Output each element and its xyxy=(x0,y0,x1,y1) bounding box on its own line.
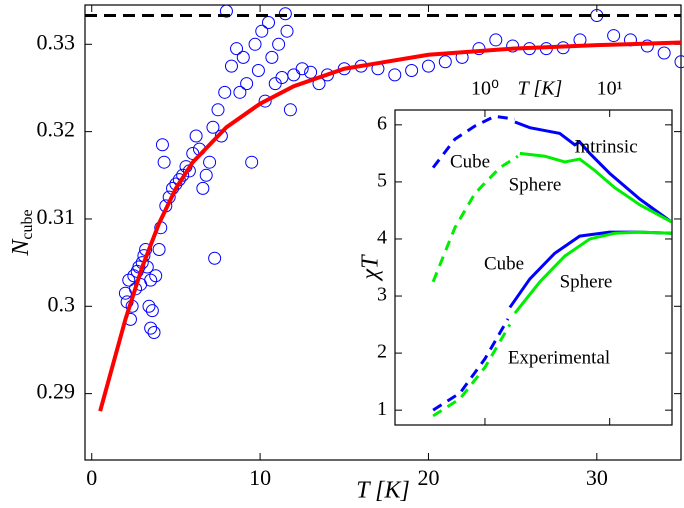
scatter-point xyxy=(152,243,166,257)
scatter-point xyxy=(155,138,169,152)
inset-line xyxy=(431,154,519,283)
scatter-point xyxy=(472,42,486,56)
scatter-point xyxy=(145,304,159,318)
scatter-point xyxy=(203,155,217,169)
scatter-point xyxy=(506,39,520,53)
inset-annotation: Intrinsic xyxy=(574,136,637,157)
scatter-point xyxy=(240,77,254,91)
inset-frame xyxy=(394,109,673,426)
scatter-point xyxy=(196,181,210,195)
scatter-point xyxy=(149,269,163,283)
x-tick-label: 10 xyxy=(249,465,271,490)
scatter-point xyxy=(640,39,654,53)
inset-y-tick-label: 1 xyxy=(377,398,387,420)
y-tick-label: 0.3 xyxy=(48,291,76,316)
inset-y-tick-label: 4 xyxy=(377,227,387,249)
scatter-point xyxy=(258,94,272,108)
inset-x-tick-label: 10¹ xyxy=(597,78,623,100)
scatter-point xyxy=(211,103,225,117)
inset-line xyxy=(513,230,672,315)
scatter-point xyxy=(219,4,233,18)
y-tick-label: 0.31 xyxy=(37,204,76,229)
scatter-point xyxy=(157,155,171,169)
inset-line xyxy=(519,151,673,224)
y-tick-label: 0.32 xyxy=(37,117,76,142)
fit-curve xyxy=(98,40,682,412)
scatter-point xyxy=(607,29,621,43)
scatter-point xyxy=(199,168,213,182)
scatter-point xyxy=(206,120,220,134)
x-tick-label: 30 xyxy=(586,465,608,490)
scatter-point xyxy=(230,42,244,56)
inset-y-tick-label: 3 xyxy=(377,284,387,306)
scatter-point xyxy=(657,46,671,60)
y-axis-label-main: N xyxy=(8,238,34,257)
scatter-point xyxy=(283,103,297,117)
scatter-point xyxy=(251,63,265,77)
inset-annotation: Experimental xyxy=(508,347,610,368)
y-axis-label-sub: cube xyxy=(19,209,36,239)
scatter-point xyxy=(122,273,136,287)
x-axis-label: T [K] xyxy=(356,478,410,504)
scatter-point xyxy=(674,55,684,69)
x-tick-label: 20 xyxy=(417,465,439,490)
inset-line xyxy=(432,318,510,412)
scatter-point xyxy=(233,85,247,99)
scatter-point xyxy=(147,325,161,339)
inset-y-tick-label: 5 xyxy=(377,169,387,191)
scatter-point xyxy=(218,85,232,99)
scatter-point xyxy=(265,50,279,64)
scatter-point xyxy=(245,155,259,169)
plot-frame xyxy=(84,4,682,461)
scatter-point xyxy=(255,24,269,38)
inset-annotation: Cube xyxy=(450,151,490,172)
scatter-point xyxy=(405,63,419,77)
scatter-point xyxy=(287,68,301,82)
y-tick-label: 0.33 xyxy=(37,29,76,54)
inset-line xyxy=(514,120,673,224)
y-axis-label: Ncube xyxy=(8,209,36,256)
scatter-point xyxy=(295,62,309,76)
scatter-point xyxy=(438,55,452,69)
inset-annotation: Sphere xyxy=(560,271,613,292)
scatter-point xyxy=(262,15,276,29)
inset-line xyxy=(431,114,516,169)
scatter-point xyxy=(208,251,222,265)
scatter-point xyxy=(224,59,238,73)
inset-annotation: Sphere xyxy=(509,174,562,195)
x-tick-label: 0 xyxy=(86,465,97,490)
scatter-point xyxy=(144,321,158,335)
scatter-point xyxy=(304,65,318,79)
scatter-point xyxy=(236,50,250,64)
inset-annotation: Cube xyxy=(484,253,524,274)
scatter-point xyxy=(278,7,292,21)
inset-y-tick-label: 6 xyxy=(377,112,387,134)
inset-x-axis-label: T [K] xyxy=(518,78,563,100)
y-tick-label: 0.29 xyxy=(37,379,76,404)
inset-line xyxy=(432,323,512,418)
scatter-point xyxy=(144,273,158,287)
scatter-point xyxy=(388,68,402,82)
inset-y-tick-label: 2 xyxy=(377,341,387,363)
scatter-point xyxy=(142,299,156,313)
inset-y-axis-label: χT xyxy=(358,254,384,282)
inset-x-tick-label: 10⁰ xyxy=(471,78,499,100)
scatter-point xyxy=(248,37,262,51)
scatter-point xyxy=(489,33,503,47)
scatter-point xyxy=(272,37,286,51)
scatter-point xyxy=(189,129,203,143)
scatter-point xyxy=(280,24,294,38)
scatter-point xyxy=(421,59,435,73)
